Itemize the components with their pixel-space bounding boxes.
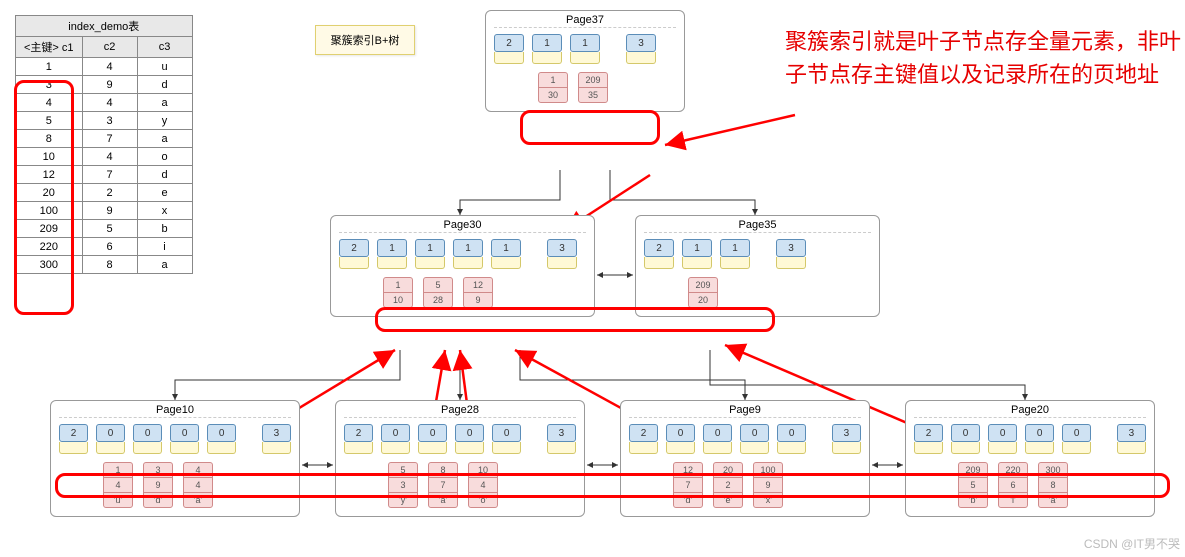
header-cell: 1 <box>570 34 600 64</box>
header-cell: 0 <box>207 424 236 454</box>
data-cell: 130 <box>538 72 568 103</box>
header-cell: 0 <box>381 424 410 454</box>
page-title: Page35 <box>644 216 871 233</box>
header-cell: 0 <box>703 424 732 454</box>
header-cell: 0 <box>1025 424 1054 454</box>
data-cell: 53'y' <box>388 462 418 508</box>
header-cell: 2 <box>59 424 88 454</box>
col-c2: c2 <box>82 37 137 58</box>
data-cell: 3008'a' <box>1038 462 1068 508</box>
data-cell: 110 <box>383 277 413 308</box>
page-35: Page35 2113 20920 <box>635 215 880 317</box>
page-title: Page10 <box>59 401 291 418</box>
page-20: Page20 200003 2095'b'2206'i'3008'a' <box>905 400 1155 517</box>
header-cell: 3 <box>262 424 291 454</box>
header-cell: 1 <box>453 239 483 269</box>
header-cell: 0 <box>492 424 521 454</box>
header-cell: 2 <box>644 239 674 269</box>
header-cell: 2 <box>629 424 658 454</box>
header-cell: 0 <box>1062 424 1091 454</box>
page-title: Page37 <box>494 11 676 28</box>
page-title: Page28 <box>344 401 576 418</box>
table-row: 44a <box>16 94 193 112</box>
data-cell: 2206'i' <box>998 462 1028 508</box>
data-cell: 202'e' <box>713 462 743 508</box>
header-cell: 3 <box>776 239 806 269</box>
index-demo-table: index_demo表 <主键> c1 c2 c3 14u39d44a53y87… <box>15 15 193 274</box>
col-c1: <主键> c1 <box>16 37 83 58</box>
table-row: 127d <box>16 166 193 184</box>
header-cell: 2 <box>914 424 943 454</box>
data-cell: 129 <box>463 277 493 308</box>
diagram-root: index_demo表 <主键> c1 c2 c3 14u39d44a53y87… <box>5 5 1185 557</box>
header-cell: 2 <box>339 239 369 269</box>
header-cell: 0 <box>455 424 484 454</box>
header-cell: 3 <box>832 424 861 454</box>
data-cell: 20935 <box>578 72 608 103</box>
table-row: 53y <box>16 112 193 130</box>
header-cell: 0 <box>133 424 162 454</box>
header-cell: 1 <box>377 239 407 269</box>
highlight-p37-index <box>520 110 660 145</box>
header-cell: 1 <box>682 239 712 269</box>
col-c3: c3 <box>137 37 192 58</box>
page-9: Page9 200003 127'd'202'e'1009'x' <box>620 400 870 517</box>
page-title: Page9 <box>629 401 861 418</box>
header-cell: 0 <box>988 424 1017 454</box>
data-cell: 104'o' <box>468 462 498 508</box>
data-cell: 127'd' <box>673 462 703 508</box>
note-label: 聚簇索引B+树 <box>315 25 415 55</box>
table-row: 14u <box>16 58 193 76</box>
table-header-row: <主键> c1 c2 c3 <box>16 37 193 58</box>
table-row: 2206i <box>16 238 193 256</box>
header-cell: 0 <box>96 424 125 454</box>
header-cell: 1 <box>532 34 562 64</box>
page-28: Page28 200003 53'y'87'a'104'o' <box>335 400 585 517</box>
header-cell: 3 <box>626 34 656 64</box>
header-cell: 0 <box>740 424 769 454</box>
table-title: index_demo表 <box>16 16 193 37</box>
header-cell: 1 <box>720 239 750 269</box>
data-cell: 44'a' <box>183 462 213 508</box>
data-cell: 87'a' <box>428 462 458 508</box>
header-cell: 2 <box>494 34 524 64</box>
table-row: 202e <box>16 184 193 202</box>
header-cell: 2 <box>344 424 373 454</box>
table-row: 104o <box>16 148 193 166</box>
annotation-text: 聚簇索引就是叶子节点存全量元素，非叶子节点存主键值以及记录所在的页地址 <box>785 25 1185 91</box>
header-cell: 1 <box>415 239 445 269</box>
header-cell: 0 <box>777 424 806 454</box>
header-cell: 0 <box>951 424 980 454</box>
data-cell: 14'u' <box>103 462 133 508</box>
table-row: 1009x <box>16 202 193 220</box>
data-cell: 1009'x' <box>753 462 783 508</box>
header-cell: 3 <box>547 239 577 269</box>
page-30: Page30 211113 110528129 <box>330 215 595 317</box>
table-row: 87a <box>16 130 193 148</box>
page-37: Page37 2113 13020935 <box>485 10 685 112</box>
page-title: Page20 <box>914 401 1146 418</box>
data-cell: 39'd' <box>143 462 173 508</box>
header-cell: 0 <box>418 424 447 454</box>
table-row: 39d <box>16 76 193 94</box>
watermark: CSDN @IT男不哭 <box>1084 535 1180 552</box>
page-title: Page30 <box>339 216 586 233</box>
header-cell: 1 <box>491 239 521 269</box>
page-10: Page10 200003 14'u'39'd'44'a' <box>50 400 300 517</box>
header-cell: 0 <box>170 424 199 454</box>
table-row: 2095b <box>16 220 193 238</box>
data-cell: 20920 <box>688 277 718 308</box>
header-cell: 3 <box>1117 424 1146 454</box>
header-cell: 3 <box>547 424 576 454</box>
data-cell: 528 <box>423 277 453 308</box>
table-row: 3008a <box>16 256 193 274</box>
data-cell: 2095'b' <box>958 462 988 508</box>
header-cell: 0 <box>666 424 695 454</box>
